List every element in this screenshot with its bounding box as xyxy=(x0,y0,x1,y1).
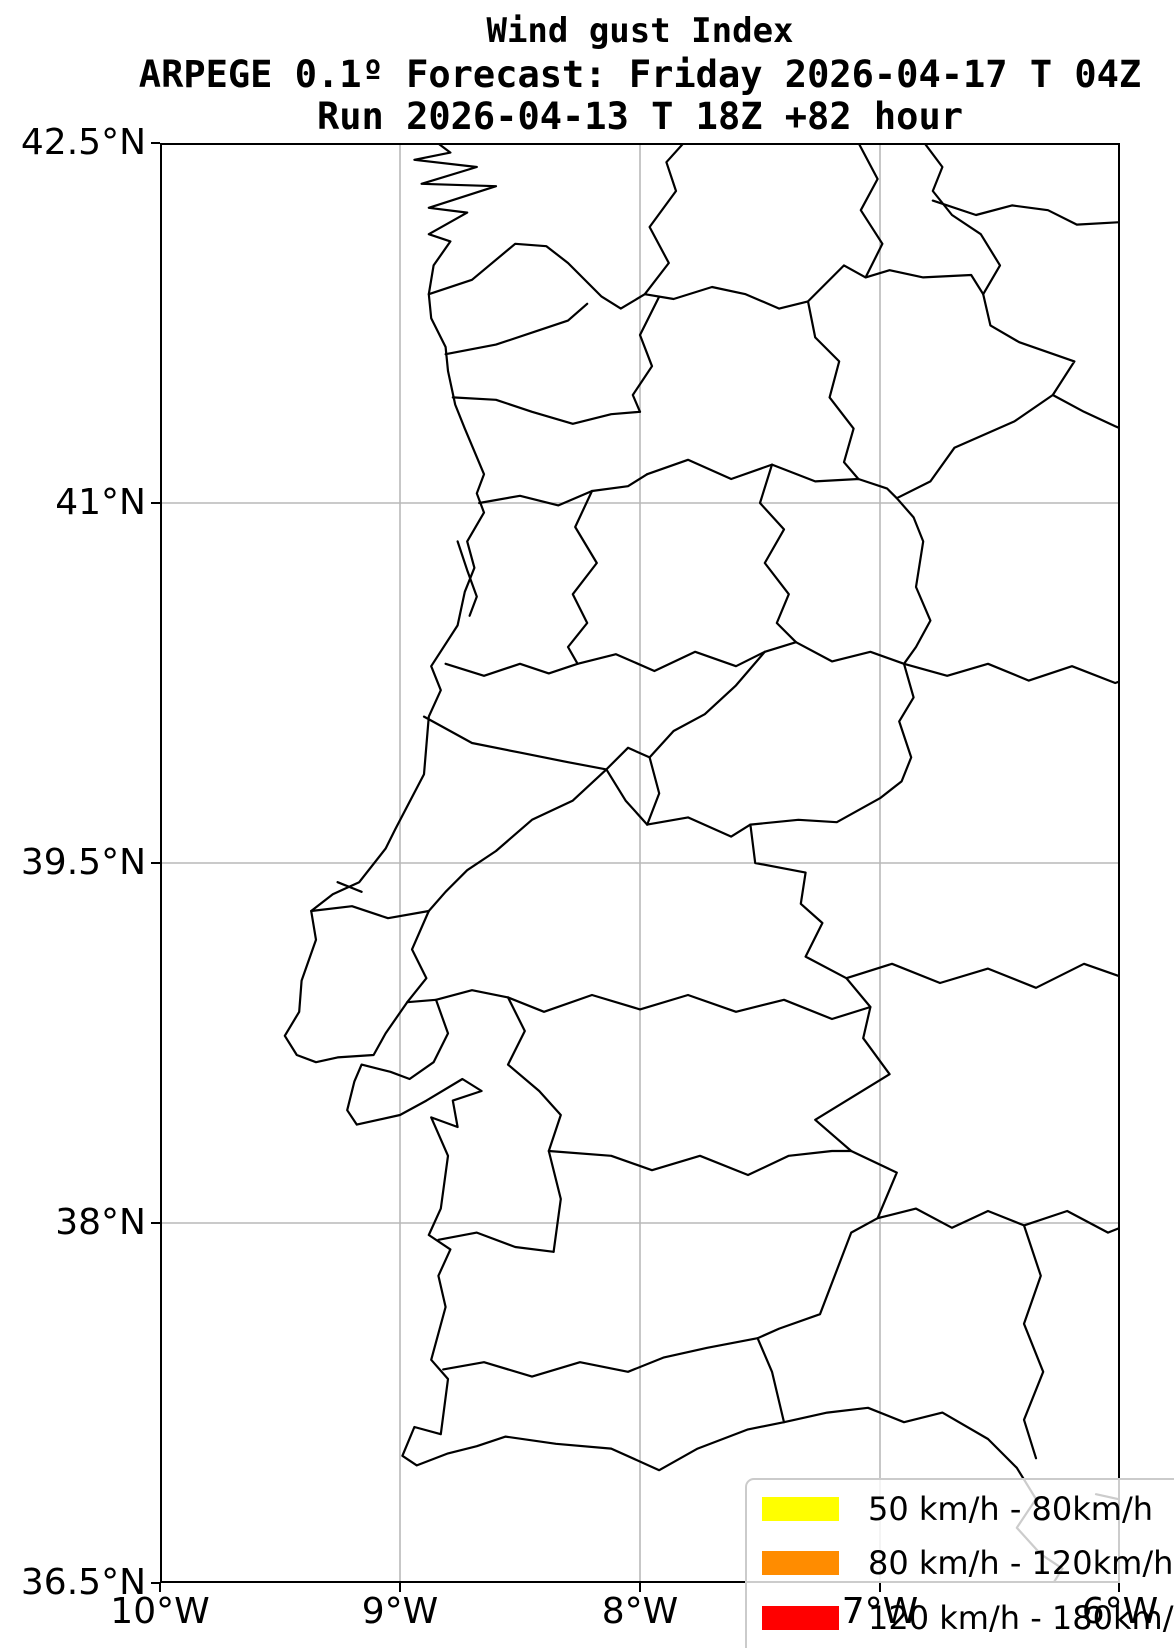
lon-tick xyxy=(1118,1583,1120,1592)
boundary-portugal-outline xyxy=(283,242,1076,1472)
legend-swatch-yellow xyxy=(762,1497,839,1521)
boundary-spain-caceres-badajoz xyxy=(845,962,1120,989)
lat-tick-label: 36.5°N xyxy=(20,1562,146,1603)
boundary-district-douro xyxy=(646,458,898,500)
map-plot-area: 50 km/h - 80km/h 80 km/h - 120km/h 120 k… xyxy=(160,143,1174,1648)
boundary-spain-ourense-zamora xyxy=(857,143,884,279)
lat-tick xyxy=(151,1582,160,1584)
boundary-district-tagus-line xyxy=(646,816,752,838)
lon-tick xyxy=(159,1583,161,1592)
chart-title: Wind gust Index xyxy=(486,11,794,51)
lon-tick-label: 10°W xyxy=(110,1591,210,1632)
boundary-district-algarve-north xyxy=(442,1337,759,1378)
chart-subtitle-run: Run 2026-04-13 T 18Z +82 hour xyxy=(316,95,964,138)
boundary-district-braga-vilareal xyxy=(631,295,661,413)
boundary-spain-pontevedra-ourense xyxy=(643,143,686,296)
lat-tick xyxy=(151,142,160,144)
lat-tick-label: 38°N xyxy=(55,1202,146,1243)
boundary-district-vilareal-braganca xyxy=(806,300,860,481)
boundary-district-coimbra-cb xyxy=(646,650,766,826)
boundary-spain-huelva-sevilla xyxy=(1022,1224,1045,1460)
boundary-district-leiria-santarem xyxy=(427,768,608,913)
boundary-district-setubal-beja xyxy=(437,1231,555,1253)
legend-label: 120 km/h - 180km/h xyxy=(868,1599,1174,1637)
chart-subtitle-forecast: ARPEGE 0.1º Forecast: Friday 2026-04-17 … xyxy=(138,53,1142,96)
boundary-district-aveiro-viseu xyxy=(566,489,598,665)
boundary-spain-leon-east xyxy=(931,199,1120,226)
legend-label: 50 km/h - 80km/h xyxy=(868,1490,1154,1528)
lat-tick xyxy=(151,1222,160,1224)
legend-label: 80 km/h - 120km/h xyxy=(868,1544,1174,1582)
lon-tick-label: 9°W xyxy=(361,1591,439,1632)
boundary-district-porto-south xyxy=(478,473,649,507)
boundary-district-coimbra-leiria xyxy=(422,715,608,771)
lon-tick-label: 8°W xyxy=(601,1591,679,1632)
boundary-galicia-coast xyxy=(413,143,498,296)
lon-tick-label: 7°W xyxy=(841,1591,919,1632)
boundary-district-guarda-cb xyxy=(794,641,906,665)
legend-row: 50 km/h - 80km/h xyxy=(747,1490,1174,1528)
lat-tick-label: 39.5°N xyxy=(20,842,146,883)
lat-tick-label: 42.5°N xyxy=(20,122,146,163)
boundary-district-evora-beja xyxy=(547,1149,853,1177)
lat-tick xyxy=(151,862,160,864)
lon-tick xyxy=(399,1583,401,1592)
boundary-district-lisboa-santarem xyxy=(406,909,430,1004)
boundary-spain-salamanca-caceres xyxy=(902,662,1120,685)
lon-tick xyxy=(879,1583,881,1592)
boundary-district-evora-north xyxy=(434,989,872,1021)
lon-tick xyxy=(639,1583,641,1592)
map-frame xyxy=(160,143,1120,1583)
boundary-district-lisboa-leiria xyxy=(310,905,430,920)
legend-box: 50 km/h - 80km/h 80 km/h - 120km/h 120 k… xyxy=(745,1478,1174,1648)
boundary-obidos-lagoon xyxy=(336,881,363,893)
lat-tick xyxy=(151,502,160,504)
boundary-spain-zamora-salamanca xyxy=(1051,393,1120,430)
map-canvas xyxy=(160,143,1120,1583)
boundary-district-viseu-guarda xyxy=(758,463,798,644)
boundary-district-triple-junction xyxy=(605,746,651,771)
lon-tick-label: 6°W xyxy=(1081,1591,1159,1632)
boundary-district-viana-braga xyxy=(444,302,589,356)
boundary-spain-badajoz-huelva xyxy=(876,1207,1120,1234)
boundary-district-braga-porto xyxy=(451,396,642,425)
boundary-district-setubal-evora xyxy=(506,996,562,1253)
legend-row: 120 km/h - 180km/h xyxy=(747,1599,1174,1637)
boundary-district-santarem-cb xyxy=(605,768,649,826)
legend-row: 80 km/h - 120km/h xyxy=(747,1544,1174,1582)
boundary-district-viseu-south xyxy=(576,641,798,673)
legend-swatch-orange xyxy=(762,1551,839,1575)
boundary-spain-zamora-leon xyxy=(923,143,1002,296)
lat-tick-label: 41°N xyxy=(55,482,146,523)
boundary-aveiro-lagoon xyxy=(456,540,478,617)
legend-swatch-red xyxy=(762,1606,839,1630)
boundary-district-aveiro-coimbra xyxy=(444,662,579,677)
